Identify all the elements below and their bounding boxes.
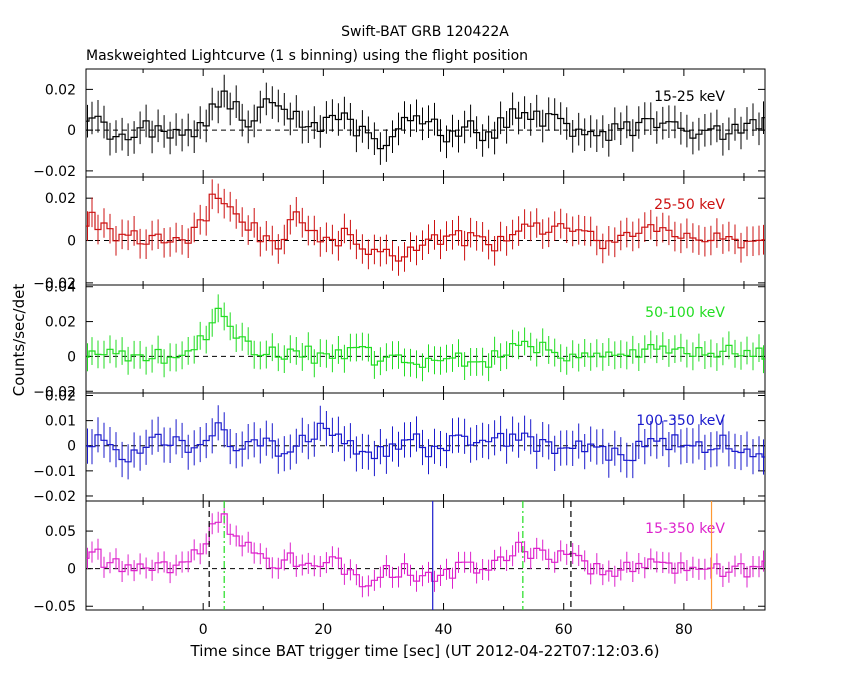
series-step-line	[86, 422, 765, 463]
y-tick-label: −0.02	[33, 489, 76, 505]
chart-subtitle: Maskweighted Lightcurve (1 s binning) us…	[86, 48, 528, 64]
energy-band-label: 50-100 keV	[645, 305, 725, 321]
energy-band-label: 15-350 keV	[645, 521, 725, 537]
error-bars	[87, 503, 764, 598]
series-step-line	[86, 90, 765, 150]
y-tick-label: 0.02	[45, 191, 76, 207]
y-tick-label: 0.02	[45, 315, 76, 331]
y-tick-label: 0.05	[45, 524, 76, 540]
panel-15-25-kev: 0.02 0 −0.02 15-25 keV	[33, 68, 766, 180]
x-axis-label: Time since BAT trigger time [sec] (UT 20…	[190, 642, 660, 660]
y-tick-label: −0.02	[33, 164, 76, 180]
y-tick-label: 0	[67, 439, 76, 455]
x-tick-label: 20	[314, 622, 332, 638]
y-tick-label: 0.02	[45, 389, 76, 405]
panel-50-100-kev: 0.04 0.02 0 −0.02 50-100 keV	[33, 280, 766, 400]
y-tick-label: −0.02	[33, 384, 76, 400]
x-tick-label: 80	[675, 622, 693, 638]
energy-band-label: 100-350 keV	[636, 413, 725, 429]
series-step-line	[86, 193, 765, 262]
energy-band-label: 15-25 keV	[654, 89, 725, 105]
y-tick-label: 0	[67, 123, 76, 139]
chart-title: Swift-BAT GRB 120422A	[341, 24, 509, 40]
panel-frame	[85, 500, 766, 611]
y-tick-label: −0.02	[33, 276, 76, 292]
series-step-line	[86, 307, 765, 368]
panel-25-50-kev: 0.02 0 −0.02 25-50 keV	[33, 176, 766, 292]
y-tick-label: 0.01	[45, 414, 76, 430]
y-tick-label: 0	[67, 349, 76, 365]
x-tick-label: 0	[199, 622, 208, 638]
x-tick-label: 60	[555, 622, 573, 638]
x-tick-label: 40	[435, 622, 453, 638]
y-tick-label: 0.04	[45, 280, 76, 296]
panel-100-350-kev: 0.02 0.01 0 −0.01 −0.02 100-350 keV	[33, 389, 766, 505]
y-tick-label: −0.01	[33, 464, 76, 480]
y-tick-label: 0.02	[45, 82, 76, 98]
y-tick-label: −0.05	[33, 599, 76, 615]
y-tick-label: 0	[67, 562, 76, 578]
energy-band-label: 25-50 keV	[654, 197, 725, 213]
panel-15-350-kev: 0.05 0 −0.05 15-350 keV 0 20 40 60 80	[33, 500, 766, 638]
y-tick-label: 0	[67, 234, 76, 250]
series-step-line	[86, 513, 765, 588]
y-axis-label: Counts/sec/det	[10, 284, 28, 397]
